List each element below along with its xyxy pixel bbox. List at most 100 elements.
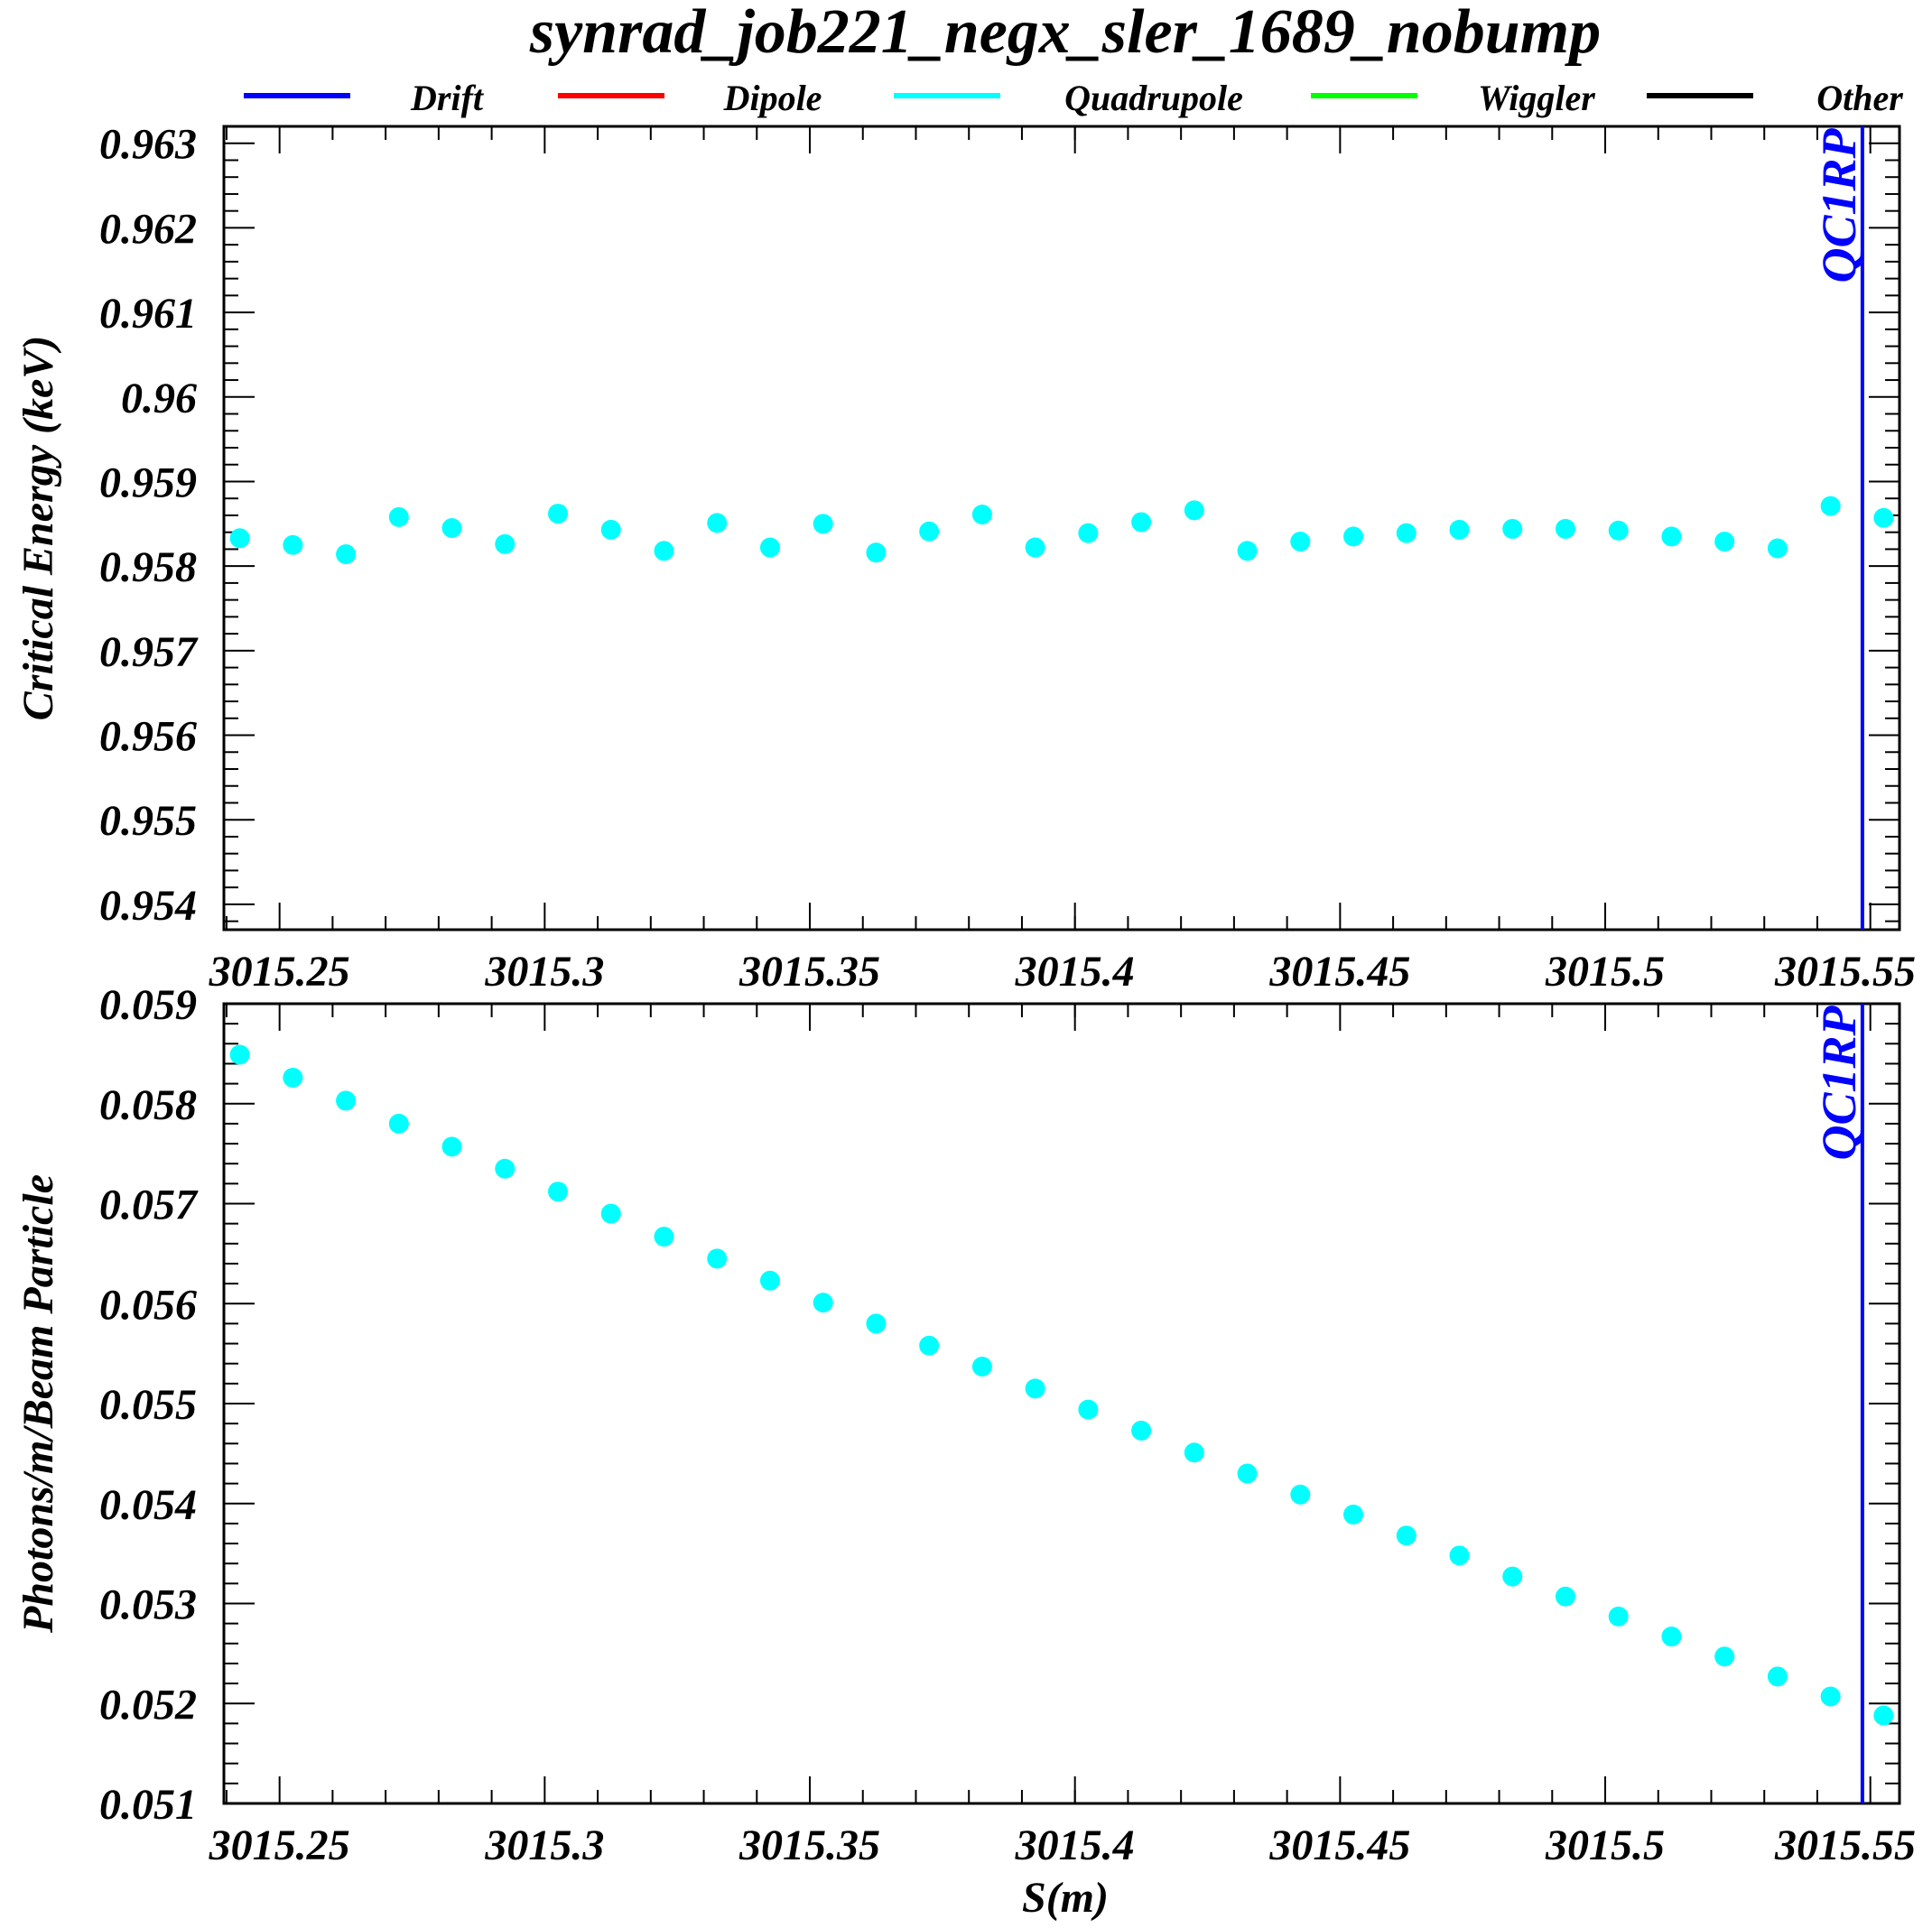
y-tick-label: 0.956 [99,713,197,761]
data-point [866,1313,887,1334]
data-point [1820,1686,1841,1707]
data-point [1714,531,1735,552]
data-point [1343,526,1364,547]
y-axis-label: Photons/m/Beam Particle [14,1174,62,1634]
x-tick-label: 3015.4 [1015,1821,1135,1869]
data-point [441,1136,462,1157]
data-point [336,1090,357,1111]
data-point [1396,523,1416,543]
data-point [1449,1545,1470,1566]
y-tick-label: 0.056 [99,1281,197,1329]
data-point [388,506,409,527]
data-point [1767,1666,1788,1687]
x-tick-label: 3015.45 [1268,1821,1410,1869]
y-tick-label: 0.054 [99,1481,197,1529]
x-tick-label: 3015.55 [1774,948,1916,996]
data-point [1343,1504,1364,1525]
data-point [759,537,780,558]
panel-photons: 3015.25 3015.3 3015.35 3015.4 3015.45 3015.5 3… [14,981,1916,1869]
data-point [1025,1378,1045,1399]
y-tick-label: 0.959 [99,459,197,506]
x-tick-label: 3015.5 [1545,1821,1665,1869]
legend: Drift Dipole Quadrupole Wiggler Other [244,78,1903,118]
y-tick-label: 0.057 [99,1182,199,1229]
data-point [813,1293,833,1313]
data-point [1290,531,1311,552]
data-point [336,544,357,565]
series-quadrupole [229,496,1894,565]
panel-critical-energy: 3015.25 3015.3 3015.35 3015.4 3015.45 3015.5 3… [14,121,1916,996]
legend-entry: Drift [244,78,485,118]
data-point [495,1158,516,1179]
legend-entry: Dipole [558,78,822,118]
legend-label: Dipole [723,78,822,118]
data-point [654,1227,674,1247]
x-tick-label: 3015.35 [738,1821,880,1869]
data-point [1290,1484,1311,1505]
y-tick-label: 0.963 [99,121,197,169]
data-point [229,528,250,549]
data-point [548,504,569,524]
data-point [813,514,833,534]
data-point [548,1182,569,1202]
data-point [654,541,674,561]
x-tick-label: 3015.4 [1015,948,1135,996]
chart-title: synrad_job221_negx_sler_1689_nobump [529,0,1601,67]
y-tick-label: 0.955 [99,797,197,845]
data-point [919,1335,940,1356]
y-tick-label: 0.059 [99,981,197,1029]
data-point [1873,507,1894,528]
data-point [388,1113,409,1134]
element-marker-label: QC1RP [1812,1005,1866,1160]
data-point [1555,518,1575,539]
data-point [441,518,462,538]
data-point [1396,1525,1416,1546]
data-point [1820,496,1841,516]
x-tick-label: 3015.55 [1774,1821,1916,1869]
data-point [1608,520,1629,541]
data-point [1502,518,1523,539]
y-tick-label: 0.058 [99,1081,197,1129]
legend-label: Quadrupole [1064,78,1243,118]
y-tick-label: 0.957 [99,628,199,676]
data-point [1237,1463,1258,1484]
x-tick-label: 3015.3 [484,948,604,996]
data-point [1184,1442,1204,1463]
legend-label: Wiggler [1478,78,1595,118]
data-point [600,519,621,540]
data-point [229,1044,250,1065]
data-point [1237,541,1258,561]
data-point [1608,1606,1629,1627]
data-point [1555,1586,1575,1607]
data-point [1078,523,1099,543]
legend-label: Other [1816,78,1903,118]
data-point [495,533,516,554]
x-tick-label: 3015.25 [209,1821,350,1869]
data-point [600,1203,621,1224]
data-point [1131,512,1152,533]
y-tick-label: 0.055 [99,1381,197,1429]
y-axis-label: Critical Energy (keV) [14,336,62,721]
plot-frame [222,1002,1901,1805]
y-tick-label: 0.961 [99,290,197,338]
series-quadrupole [229,1044,1894,1726]
data-point [866,542,887,563]
x-tick-label: 3015.3 [484,1821,604,1869]
x-axis-label: S(m) [1022,1874,1109,1922]
x-tick-label: 3015.35 [738,948,880,996]
plot-frame [222,125,1901,932]
data-point [1025,537,1045,558]
y-tick-label: 0.96 [121,375,197,422]
data-point [1661,526,1682,547]
data-point [759,1270,780,1291]
y-tick-label: 0.051 [99,1781,197,1829]
legend-label: Drift [410,78,485,118]
y-tick-label: 0.052 [99,1681,197,1729]
data-point [1502,1566,1523,1587]
data-point [1078,1399,1099,1420]
data-point [971,1357,992,1377]
data-point [1449,519,1470,540]
element-marker-label: QC1RP [1812,127,1866,283]
data-point [1131,1420,1152,1441]
